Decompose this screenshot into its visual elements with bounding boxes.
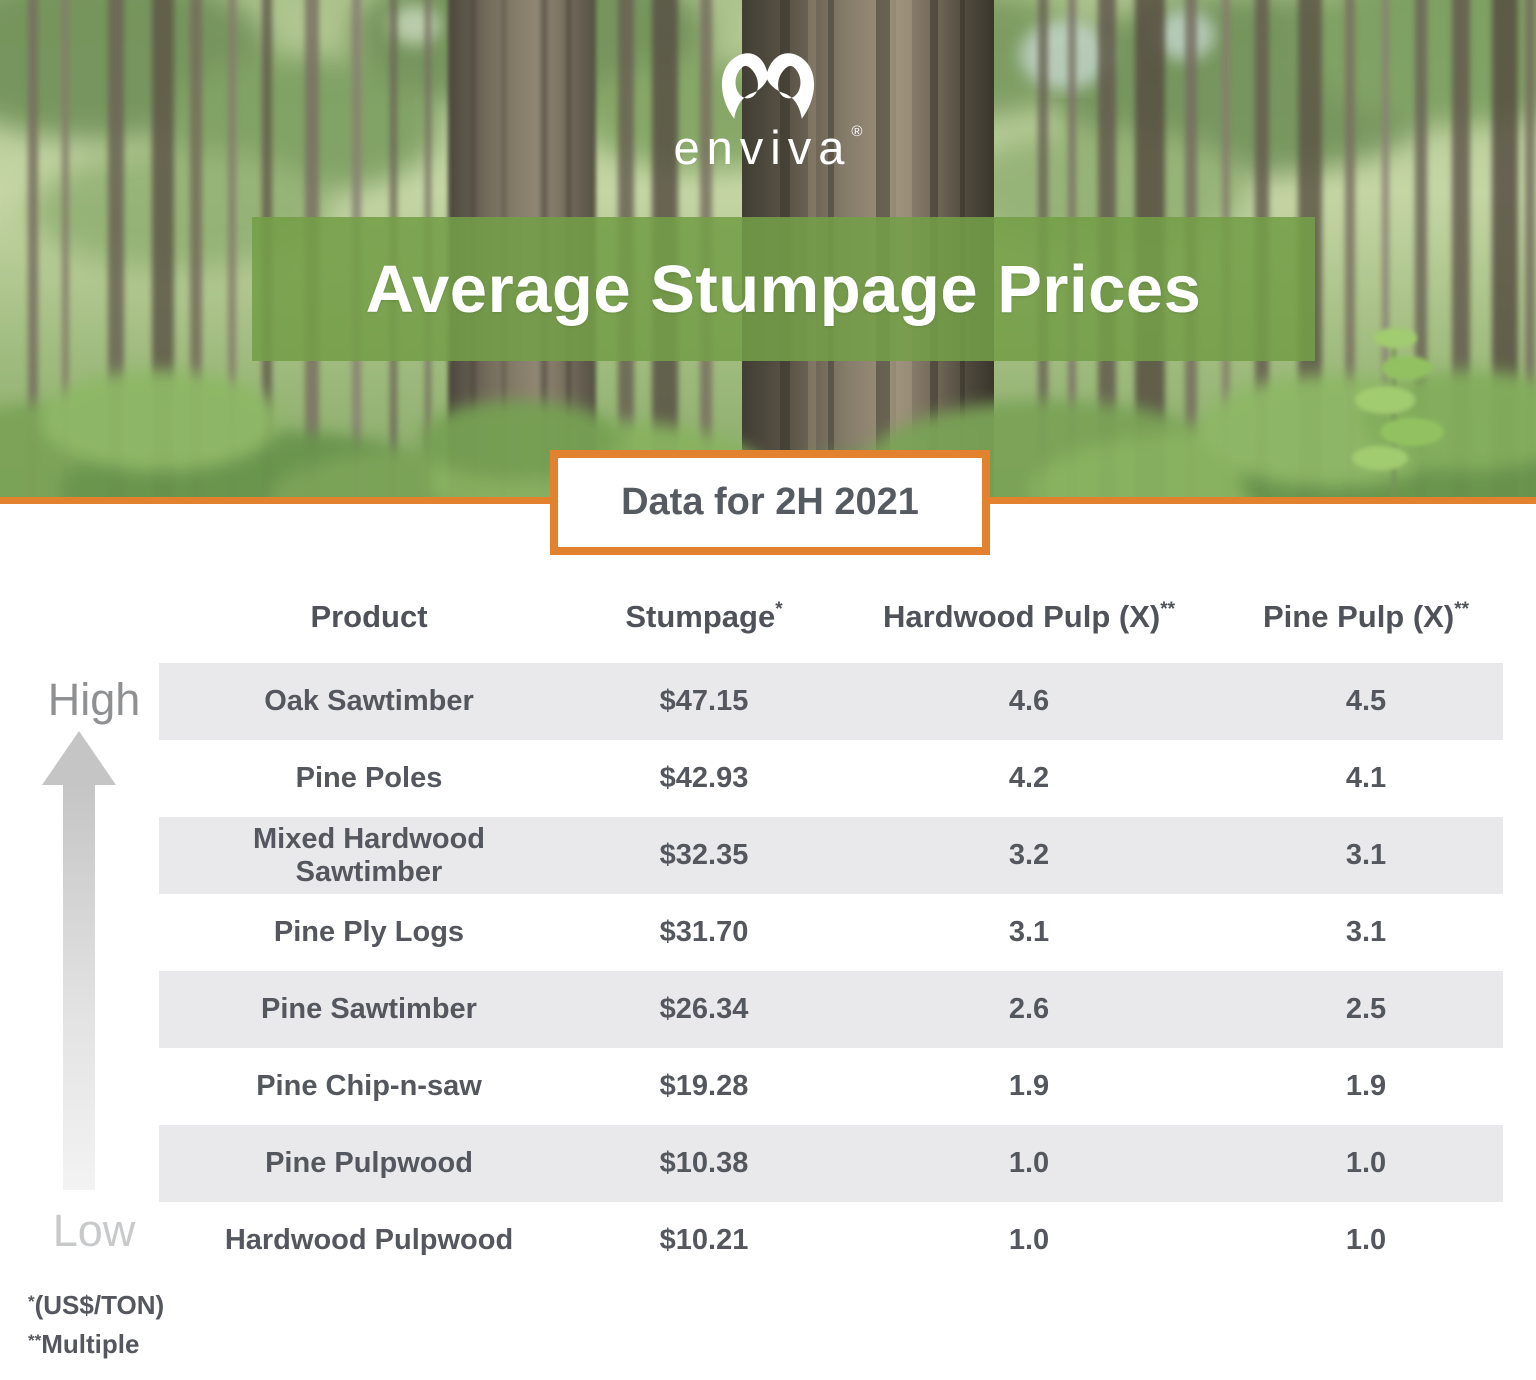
table-row: Hardwood Pulpwood $10.21 1.0 1.0 [159,1202,1503,1279]
column-header-product: Product [310,599,428,634]
hardwood-pulp-cell: 4.6 [1008,685,1050,718]
column-header-pine-pulp: Pine Pulp (X)** [1263,599,1469,634]
hardwood-pulp-cell: 4.2 [1008,762,1050,795]
stumpage-footnote: *(US$/TON) [28,1290,165,1320]
enviva-wordmark: enviva® [0,124,1536,171]
pine-pulp-cell: 3.1 [1345,916,1387,949]
column-header-hardwood-pulp: Hardwood Pulp (X)** [882,599,1176,634]
stumpage-cell: $47.15 [659,685,749,718]
scale-high-label: High [47,674,141,725]
pine-pulp-cell: 4.1 [1345,762,1387,795]
product-cell: Pine Sawtimber [261,993,477,1026]
scale-low-label: Low [52,1205,136,1256]
product-cell: Pine Chip-n-saw [256,1070,482,1103]
footnotes: *(US$/TON) **Multiple [28,1286,164,1364]
pine-pulp-cell: 3.1 [1345,839,1387,872]
enviva-logo: enviva® [0,48,1536,171]
period-label: Data for 2H 2021 [621,481,919,523]
table-row: Oak Sawtimber $47.15 4.6 4.5 [159,663,1503,740]
stumpage-cell: $10.38 [659,1147,749,1180]
multiple-footnote: **Multiple [28,1329,140,1359]
product-cell: Mixed Hardwood Sawtimber [252,823,485,888]
stumpage-cell: $42.93 [659,762,749,795]
hardwood-pulp-cell: 1.0 [1008,1224,1050,1257]
product-cell: Pine Pulpwood [265,1147,473,1180]
hardwood-pulp-cell: 1.0 [1008,1147,1050,1180]
table-row: Pine Sawtimber $26.34 2.6 2.5 [159,971,1503,1048]
stumpage-cell: $19.28 [659,1070,749,1103]
product-cell: Pine Ply Logs [273,916,465,949]
column-header-stumpage: Stumpage* [625,599,783,634]
up-arrow-icon [42,731,116,785]
stumpage-cell: $10.21 [659,1224,749,1257]
pine-pulp-cell: 1.0 [1345,1224,1387,1257]
stumpage-cell: $32.35 [659,839,749,872]
logo-text: enviva [673,121,852,174]
stumpage-cell: $31.70 [659,916,749,949]
title-banner: Average Stumpage Prices [252,217,1315,361]
table-body: Oak Sawtimber $47.15 4.6 4.5 Pine Poles … [159,663,1503,1279]
table-row: Pine Pulpwood $10.38 1.0 1.0 [159,1125,1503,1202]
pine-pulp-cell: 1.9 [1345,1070,1387,1103]
registered-mark: ® [851,123,863,140]
period-badge: Data for 2H 2021 [550,450,990,555]
hardwood-pulp-cell: 1.9 [1008,1070,1050,1103]
product-cell: Pine Poles [295,762,443,795]
table-header-row: Product Stumpage* Hardwood Pulp (X)** Pi… [159,588,1503,646]
hardwood-pulp-cell: 3.1 [1008,916,1050,949]
product-cell: Hardwood Pulpwood [224,1224,514,1257]
enviva-swoosh-icon [721,53,815,119]
hardwood-pulp-cell: 3.2 [1008,839,1050,872]
sapling [1352,328,1444,500]
stumpage-cell: $26.34 [659,993,749,1026]
forest-photo: enviva® Average Stumpage Prices [0,0,1536,503]
hardwood-pulp-cell: 2.6 [1008,993,1050,1026]
table-row: Pine Ply Logs $31.70 3.1 3.1 [159,894,1503,971]
page-title: Average Stumpage Prices [365,251,1202,327]
table-row: Pine Poles $42.93 4.2 4.1 [159,740,1503,817]
up-arrow-shaft [63,784,95,1190]
table-row: Mixed Hardwood Sawtimber $32.35 3.2 3.1 [159,817,1503,894]
pine-pulp-cell: 4.5 [1345,685,1387,718]
product-cell: Oak Sawtimber [264,685,474,718]
pine-pulp-cell: 2.5 [1345,993,1387,1026]
pine-pulp-cell: 1.0 [1345,1147,1387,1180]
table-row: Pine Chip-n-saw $19.28 1.9 1.9 [159,1048,1503,1125]
